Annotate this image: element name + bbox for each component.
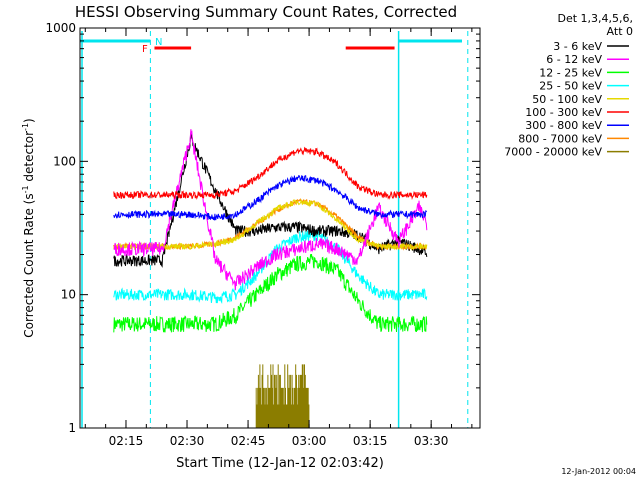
chart-title: HESSI Observing Summary Count Rates, Cor… — [75, 3, 457, 21]
night-marker-label: N — [155, 37, 162, 48]
attenuator-marker-label: F — [142, 44, 148, 55]
legend-label: 25 - 50 keV — [539, 80, 602, 93]
y-tick-label: 1 — [68, 421, 76, 435]
x-tick-label: 02:45 — [231, 434, 266, 448]
y-axis-label: Corrected Count Rate (s-1 detector-1) — [21, 118, 36, 337]
x-tick-label: 02:15 — [109, 434, 144, 448]
plot-frame — [79, 27, 481, 429]
legend-label: 3 - 6 keV — [553, 40, 602, 53]
x-tick-label: 02:30 — [170, 434, 205, 448]
axes: 1 10 100 1000 02:15 02:30 02:45 03:00 03:15 03:30 — [45, 21, 481, 448]
x-tick-label: 03:30 — [414, 434, 449, 448]
x-tick-label: 03:00 — [292, 434, 327, 448]
series-line-6-12keV — [113, 129, 428, 291]
timestamp: 12-Jan-2012 00:04 — [561, 467, 636, 476]
legend-header-line2: Att 0 — [607, 25, 633, 38]
x-tick-label: 03:15 — [353, 434, 388, 448]
legend-label: 6 - 12 keV — [546, 53, 602, 66]
legend-label: 12 - 25 keV — [539, 66, 602, 79]
legend-label: 300 - 800 keV — [525, 119, 602, 132]
series-line-25-50keV — [113, 228, 428, 305]
series-line-7000-20000keV — [255, 364, 310, 428]
y-tick-label: 10 — [61, 288, 76, 302]
series-line-12-25keV — [113, 254, 428, 333]
legend-label: 100 - 300 keV — [525, 106, 602, 119]
y-tick-label: 1000 — [45, 21, 76, 35]
y-axis-label-group: Corrected Count Rate (s-1 detector-1) — [21, 118, 36, 337]
y-tick-label: 100 — [53, 154, 76, 168]
legend-label: 7000 - 20000 keV — [504, 146, 602, 159]
series-line-100-300keV — [113, 146, 428, 201]
series-line-50-100keV — [113, 198, 428, 251]
plot-area: FN — [80, 31, 469, 428]
series-line-300-800keV — [113, 174, 428, 221]
legend-header-line1: Det 1,3,4,5,6, — [557, 12, 633, 25]
legend-label: 50 - 100 keV — [532, 93, 602, 106]
x-axis-label: Start Time (12-Jan-12 02:03:42) — [176, 456, 384, 471]
legend-label: 800 - 7000 keV — [518, 132, 602, 145]
